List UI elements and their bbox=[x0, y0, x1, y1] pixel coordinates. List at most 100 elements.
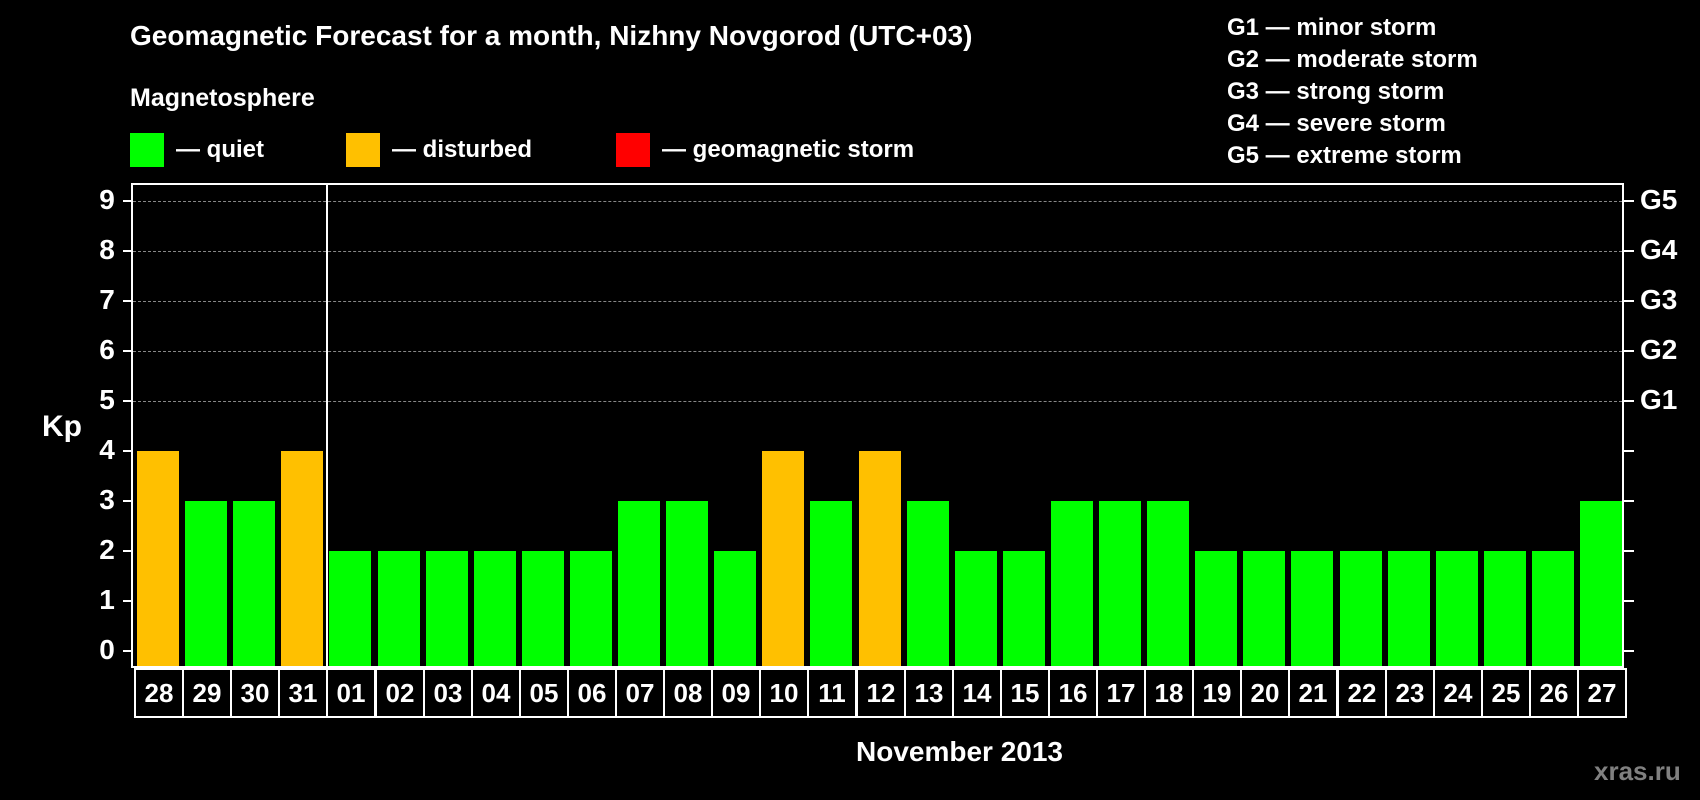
y-tick-left bbox=[123, 550, 133, 552]
day-label: 23 bbox=[1385, 668, 1435, 718]
kp-bar bbox=[570, 551, 612, 667]
kp-bar bbox=[1436, 551, 1478, 667]
y-tick-right bbox=[1624, 400, 1634, 402]
x-axis-label: November 2013 bbox=[856, 736, 1064, 767]
day-label: 14 bbox=[952, 668, 1002, 718]
y-tick-left bbox=[123, 650, 133, 652]
y-tick-label: 3 bbox=[99, 484, 115, 515]
kp-bar bbox=[426, 551, 468, 667]
y-tick-label: 0 bbox=[99, 634, 115, 665]
kp-bar bbox=[1580, 501, 1622, 667]
legend-storm-label: — geomagnetic storm bbox=[662, 136, 915, 163]
storm-scale-g5: G5 — extreme storm bbox=[1227, 142, 1462, 169]
storm-scale-g1: G1 — minor storm bbox=[1227, 14, 1437, 41]
day-label: 30 bbox=[230, 668, 280, 718]
day-label: 03 bbox=[423, 668, 473, 718]
y-tick-right bbox=[1624, 550, 1634, 552]
kp-bar bbox=[378, 551, 420, 667]
kp-bar bbox=[666, 501, 708, 667]
y-tick-left bbox=[123, 200, 133, 202]
day-label: 04 bbox=[471, 668, 521, 718]
kp-bar bbox=[1291, 551, 1333, 667]
magnetosphere-heading: Magnetosphere bbox=[130, 84, 315, 112]
y-tick-left bbox=[123, 350, 133, 352]
kp-bar bbox=[474, 551, 516, 667]
day-label: 18 bbox=[1144, 668, 1194, 718]
day-label: 21 bbox=[1288, 668, 1338, 718]
y-tick-label: 2 bbox=[99, 534, 115, 565]
kp-bar bbox=[955, 551, 997, 667]
y-tick-label: 8 bbox=[99, 234, 115, 265]
legend-quiet: — quiet bbox=[130, 133, 264, 167]
day-label: 20 bbox=[1240, 668, 1290, 718]
storm-scale-g2: G2 — moderate storm bbox=[1227, 46, 1478, 73]
y-tick-label: 5 bbox=[99, 384, 115, 415]
y-tick-left bbox=[123, 450, 133, 452]
kp-bar bbox=[1484, 551, 1526, 667]
day-label: 19 bbox=[1192, 668, 1242, 718]
kp-bar bbox=[907, 501, 949, 667]
y-tick-right bbox=[1624, 650, 1634, 652]
day-label: 27 bbox=[1577, 668, 1627, 718]
kp-bar bbox=[810, 501, 852, 667]
day-label: 09 bbox=[711, 668, 761, 718]
y-tick-left bbox=[123, 400, 133, 402]
day-label: 16 bbox=[1048, 668, 1098, 718]
day-label: 12 bbox=[856, 668, 906, 718]
y-tick-label: 1 bbox=[99, 584, 115, 615]
disturbed-swatch-icon bbox=[346, 133, 380, 167]
kp-bar bbox=[281, 451, 323, 667]
kp-bar bbox=[137, 451, 179, 667]
y-tick-left bbox=[123, 300, 133, 302]
kp-bar bbox=[1147, 501, 1189, 667]
y-tick-label: 4 bbox=[99, 434, 115, 465]
kp-bar bbox=[1340, 551, 1382, 667]
day-label: 28 bbox=[134, 668, 184, 718]
kp-bar bbox=[762, 451, 804, 667]
gridline bbox=[133, 301, 1622, 302]
day-label: 13 bbox=[904, 668, 954, 718]
y-tick-left bbox=[123, 600, 133, 602]
day-label: 10 bbox=[759, 668, 809, 718]
gridline bbox=[133, 251, 1622, 252]
day-label: 11 bbox=[807, 668, 857, 718]
y-tick-left bbox=[123, 250, 133, 252]
day-label: 15 bbox=[1000, 668, 1050, 718]
kp-bar bbox=[1388, 551, 1430, 667]
kp-bar bbox=[329, 551, 371, 667]
day-label: 02 bbox=[375, 668, 425, 718]
day-label: 08 bbox=[663, 668, 713, 718]
y-tick-left bbox=[123, 500, 133, 502]
legend-quiet-label: — quiet bbox=[176, 136, 264, 163]
day-label: 29 bbox=[182, 668, 232, 718]
y-tick-right bbox=[1624, 450, 1634, 452]
gridline bbox=[133, 401, 1622, 402]
g-scale-label: G1 bbox=[1640, 384, 1678, 415]
storm-swatch-icon bbox=[616, 133, 650, 167]
day-label: 26 bbox=[1529, 668, 1579, 718]
day-label: 01 bbox=[326, 668, 376, 718]
g-scale-label: G5 bbox=[1640, 184, 1678, 215]
storm-scale-g3: G3 — strong storm bbox=[1227, 78, 1445, 105]
storm-scale-g4: G4 — severe storm bbox=[1227, 110, 1446, 137]
y-tick-right bbox=[1624, 200, 1634, 202]
day-label: 17 bbox=[1096, 668, 1146, 718]
y-tick-label: 9 bbox=[99, 184, 115, 215]
y-tick-label: 6 bbox=[99, 334, 115, 365]
chart-title: Geomagnetic Forecast for a month, Nizhny… bbox=[130, 20, 973, 51]
y-tick-right bbox=[1624, 600, 1634, 602]
storm-scale-legend: G1 — minor storm G2 — moderate storm G3 … bbox=[1227, 12, 1478, 172]
gridline bbox=[133, 201, 1622, 202]
day-label: 25 bbox=[1481, 668, 1531, 718]
day-label: 05 bbox=[519, 668, 569, 718]
kp-bar bbox=[618, 501, 660, 667]
g-scale-label: G4 bbox=[1640, 234, 1678, 265]
y-tick-label: 7 bbox=[99, 284, 115, 315]
quiet-swatch-icon bbox=[130, 133, 164, 167]
y-tick-right bbox=[1624, 350, 1634, 352]
kp-bar bbox=[1532, 551, 1574, 667]
plot-frame bbox=[131, 183, 1624, 668]
kp-bar bbox=[859, 451, 901, 667]
kp-bar bbox=[1099, 501, 1141, 667]
kp-bar bbox=[233, 501, 275, 667]
